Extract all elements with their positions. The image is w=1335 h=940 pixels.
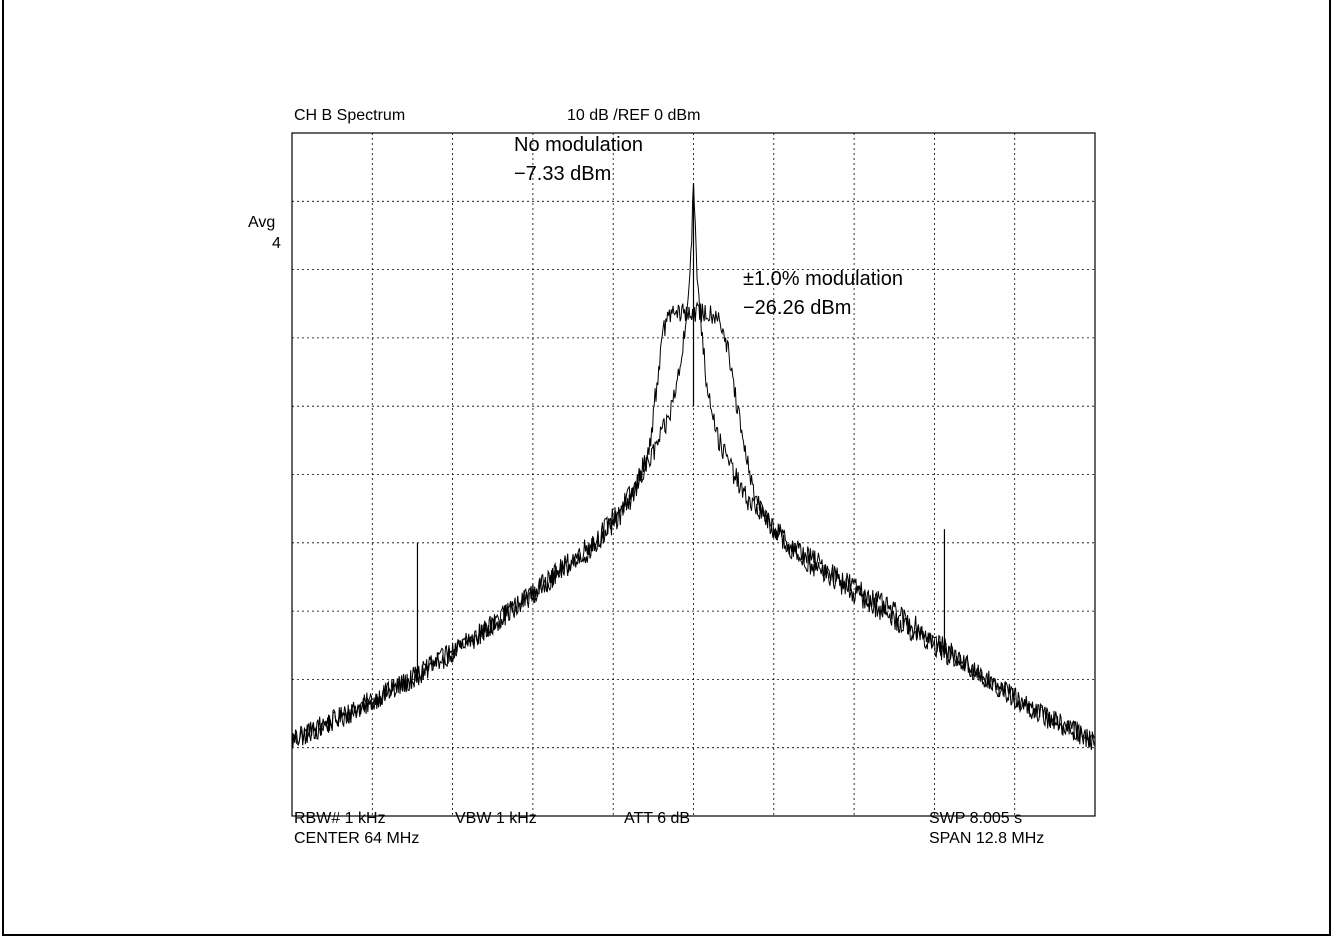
center-frequency: CENTER 64 MHz bbox=[294, 830, 420, 847]
averaging-label: Avg bbox=[248, 214, 276, 231]
vbw-setting: VBW 1 kHz bbox=[455, 810, 537, 827]
scale-reference: 10 dB /REF 0 dBm bbox=[567, 107, 701, 124]
chart-title: CH B Spectrum bbox=[294, 107, 406, 124]
no-modulation-label: No modulation bbox=[514, 134, 643, 156]
no-modulation-peak: −7.33 dBm bbox=[514, 163, 612, 185]
modulation-peak: −26.26 dBm bbox=[743, 297, 852, 319]
rbw-setting: RBW# 1 kHz bbox=[294, 810, 386, 827]
modulation-label: ±1.0% modulation bbox=[743, 268, 903, 290]
span-setting: SPAN 12.8 MHz bbox=[929, 830, 1045, 847]
averaging-count: 4 bbox=[272, 235, 281, 252]
sweep-setting: SWP 8.005 s bbox=[929, 810, 1023, 827]
traces bbox=[291, 183, 1096, 750]
attenuation-setting: ATT 6 dB bbox=[624, 810, 691, 827]
plot-frame bbox=[291, 132, 1096, 817]
